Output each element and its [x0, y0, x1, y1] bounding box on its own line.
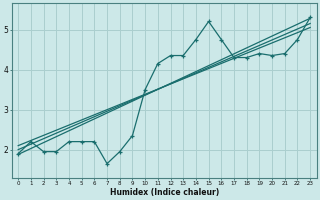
X-axis label: Humidex (Indice chaleur): Humidex (Indice chaleur): [109, 188, 219, 197]
